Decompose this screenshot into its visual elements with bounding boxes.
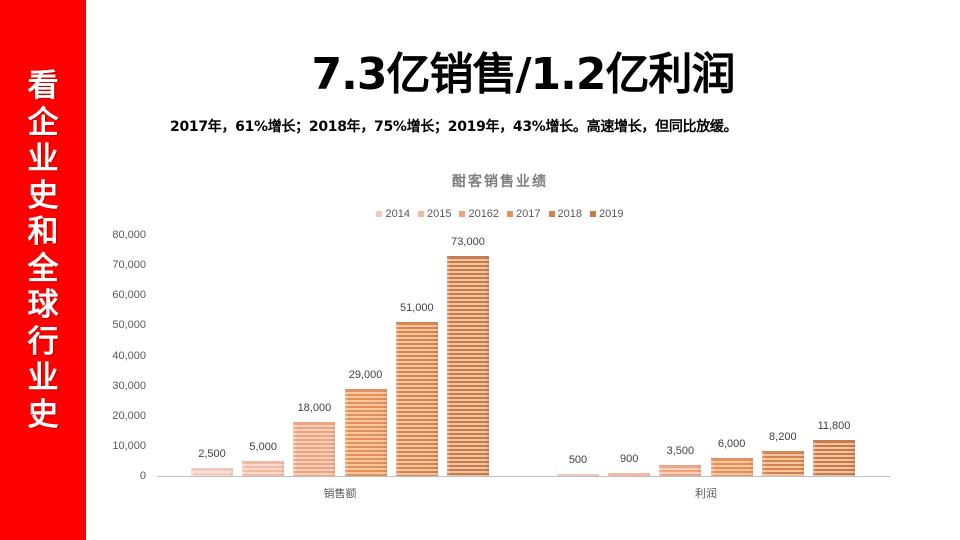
data-label: 29,000 (348, 368, 383, 381)
bar-2019 (813, 440, 855, 476)
sidebar-char: 业 (27, 360, 59, 396)
y-tick-label: 40,000 (112, 349, 146, 362)
data-label: 500 (568, 454, 588, 467)
sidebar-char: 全 (27, 250, 59, 287)
legend-swatch (417, 211, 424, 217)
sidebar-char: 企 (27, 104, 59, 141)
bar-2018 (395, 322, 438, 476)
y-tick-label: 10,000 (112, 439, 146, 452)
legend-label: 2017 (516, 208, 541, 220)
data-label: 18,000 (297, 401, 332, 414)
sidebar-char: 史 (27, 177, 59, 214)
data-label: 900 (620, 453, 639, 466)
bar-20162 (659, 465, 702, 476)
legend-swatch (459, 211, 466, 217)
legend-label: 20162 (468, 208, 500, 220)
legend-item-2019: 2019 (590, 208, 624, 220)
sidebar-vertical-text: 看 企 业 史 和 全 球 行 业 史 (0, 68, 86, 433)
y-axis: 80,000 70,000 60,000 50,000 40,000 30,000 20,0… (100, 0, 146, 540)
y-tick-label: 0 (139, 470, 146, 482)
y-tick-label: 70,000 (112, 259, 146, 272)
data-label: 8,200 (769, 431, 797, 444)
legend-label: 2019 (599, 208, 624, 220)
y-tick-label: 50,000 (112, 319, 146, 332)
sidebar-char: 看 (27, 68, 59, 104)
data-label: 3,500 (666, 445, 695, 458)
data-label: 73,000 (451, 236, 485, 249)
y-tick-label: 80,000 (112, 229, 146, 241)
bar-20162 (293, 421, 336, 476)
legend-swatch (548, 211, 555, 217)
category-label-profit: 利润 (695, 487, 717, 500)
y-tick-label: 20,000 (112, 409, 146, 422)
legend-swatch (507, 211, 514, 217)
legend-item-2014: 2014 (376, 208, 410, 220)
y-tick-label: 60,000 (112, 289, 146, 302)
legend-item-20162: 20162 (459, 208, 499, 220)
bar-2017 (710, 457, 753, 476)
data-label: 6,000 (717, 437, 746, 450)
legend-item-2017: 2017 (507, 208, 541, 220)
page-title: 7.3亿销售/1.2亿利润 (311, 49, 736, 100)
y-tick-label: 30,000 (112, 379, 146, 392)
data-label: 51,000 (399, 302, 434, 315)
legend-item-2018: 2018 (548, 208, 583, 220)
sidebar-char: 史 (27, 396, 59, 433)
sidebar-banner: 看 企 业 史 和 全 球 行 业 史 (0, 0, 86, 540)
chart-legend: 2014 2015 20162 2017 2018 2019 (360, 208, 640, 220)
legend-swatch (376, 211, 383, 217)
bar-2018 (761, 451, 804, 476)
sidebar-char: 球 (27, 287, 59, 323)
bar-2019 (447, 256, 489, 476)
sidebar-char: 业 (27, 141, 59, 177)
bar-2014 (191, 468, 233, 476)
sidebar-char: 行 (27, 323, 59, 360)
data-label: 5,000 (249, 440, 277, 453)
page-subtitle: 2017年，61%增长；2018年，75%增长；2019年，43%增长。高速增长… (170, 119, 738, 135)
legend-label: 2015 (426, 208, 452, 220)
bar-2015 (242, 460, 285, 476)
data-label: 11,800 (817, 420, 851, 433)
legend-swatch (590, 211, 597, 217)
legend-label: 2014 (385, 208, 410, 220)
bar-2014 (557, 474, 599, 476)
category-label-sales: 销售额 (323, 487, 357, 500)
data-label: 2,500 (198, 448, 226, 461)
sidebar-char: 和 (27, 214, 59, 250)
legend-item-2015: 2015 (417, 208, 452, 220)
bar-2017 (344, 388, 387, 476)
x-axis-line (157, 476, 890, 477)
bar-2015 (608, 473, 651, 476)
chart-title: 酣客销售业绩 (452, 174, 548, 190)
legend-label: 2018 (557, 208, 583, 220)
